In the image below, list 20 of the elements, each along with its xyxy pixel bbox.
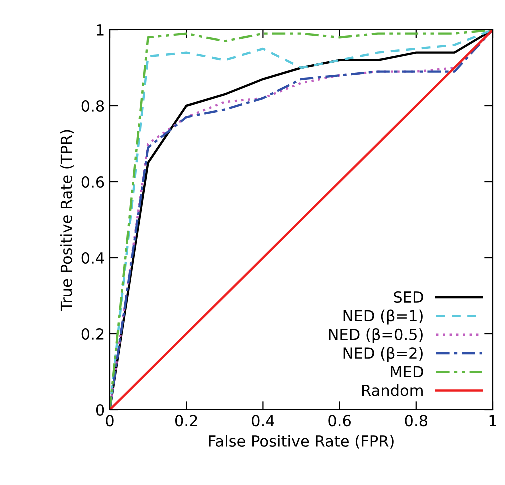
y-axis-title: True Positive Rate (TPR) <box>60 130 74 312</box>
y-tick-label: 0.6 <box>82 176 104 188</box>
x-tick-label: 0.8 <box>405 415 428 427</box>
x-tick-label: 0.4 <box>252 415 274 427</box>
legend-label: Random <box>362 384 423 396</box>
x-axis-title: False Positive Rate (FPR) <box>209 435 394 449</box>
legend-label: NED (β=1) <box>344 310 423 325</box>
x-tick-label: 0.6 <box>328 415 351 427</box>
x-tick-label: 0 <box>106 415 114 427</box>
legend-label: NED (β=0.5) <box>329 328 423 344</box>
y-tick-label: 1 <box>97 24 104 36</box>
y-tick-label: 0.4 <box>82 252 104 264</box>
y-tick-label: 0.8 <box>82 100 104 112</box>
legend-label: NED (β=2) <box>344 347 423 362</box>
legend-label: MED <box>391 366 424 378</box>
x-tick-label: 0.2 <box>175 415 198 427</box>
x-tick-label: 1 <box>490 415 496 426</box>
y-tick-label: 0 <box>96 404 104 416</box>
legend-label: SED <box>394 291 424 304</box>
y-tick-label: 0.2 <box>82 328 104 340</box>
